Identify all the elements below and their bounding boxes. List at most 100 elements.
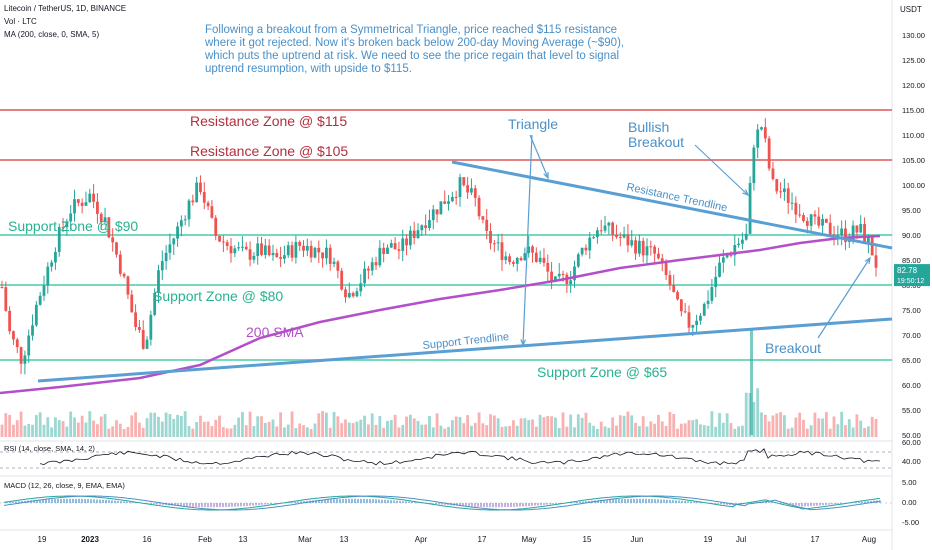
candle-body — [176, 226, 179, 239]
macd-histogram-bar — [81, 498, 83, 503]
volume-bar — [130, 415, 134, 437]
candle-body — [645, 246, 649, 256]
macd-histogram-bar — [864, 501, 866, 503]
candle-body — [851, 225, 855, 240]
macd-histogram-bar — [462, 503, 464, 507]
macd-histogram-bar — [618, 499, 620, 503]
macd-histogram-bar — [63, 498, 65, 503]
macd-histogram-bar — [198, 503, 200, 508]
candle-body — [489, 230, 492, 244]
candle-body — [588, 237, 592, 251]
volume-bar — [462, 423, 466, 437]
volume-bar — [8, 414, 12, 437]
macd-histogram-bar — [828, 503, 830, 505]
candle-body — [263, 245, 267, 255]
candle-body — [4, 287, 8, 311]
volume-bar — [431, 427, 435, 437]
macd-histogram-bar — [645, 498, 647, 503]
candle-body — [672, 285, 676, 293]
volume-bar — [84, 422, 88, 437]
macd-histogram-bar — [213, 503, 215, 508]
volume-bar — [164, 412, 168, 437]
candle-body — [84, 202, 88, 206]
candle-body — [496, 242, 500, 244]
macd-histogram-bar — [351, 498, 353, 503]
macd-histogram-bar — [681, 500, 683, 503]
macd-histogram-bar — [366, 498, 368, 503]
volume-bar — [366, 424, 370, 437]
macd-histogram-bar — [108, 500, 110, 503]
candle-body — [603, 225, 607, 231]
macd-histogram-bar — [378, 499, 380, 503]
volume-bar — [263, 422, 267, 437]
macd-histogram-bar — [726, 503, 728, 505]
macd-histogram-bar — [642, 498, 644, 503]
candle-body — [615, 234, 618, 237]
macd-histogram-bar — [687, 501, 689, 503]
volume-bar — [286, 424, 290, 437]
macd-histogram-bar — [333, 499, 335, 503]
price-badge — [894, 264, 930, 287]
candle-body — [202, 192, 206, 203]
volume-bar — [218, 415, 221, 437]
price-tick-label: 105.00 — [902, 156, 925, 165]
candle-body — [527, 246, 531, 254]
candle-body — [637, 240, 641, 254]
macd-histogram-bar — [117, 500, 119, 503]
macd-histogram-bar — [42, 499, 44, 503]
candle-body — [61, 227, 65, 229]
macd-histogram-bar — [189, 503, 191, 507]
macd-histogram-bar — [792, 503, 794, 506]
candle-body — [179, 220, 183, 227]
volume-bar — [676, 428, 679, 437]
volume-bar — [626, 411, 630, 437]
candle-body — [454, 196, 458, 198]
macd-histogram-bar — [210, 503, 212, 508]
candle-body — [653, 246, 657, 254]
triangle-arrow-lower-head — [520, 339, 527, 347]
volume-bar — [847, 419, 851, 437]
candle-body — [844, 228, 847, 243]
volume-bar — [202, 421, 206, 437]
macd-histogram-bar — [456, 503, 458, 506]
volume-bar — [508, 426, 512, 437]
macd-histogram-bar — [459, 503, 461, 507]
volume-bar — [557, 427, 561, 437]
volume-bar — [313, 423, 317, 437]
candle-body — [557, 273, 561, 277]
volume-bar — [321, 411, 324, 437]
time-axis-label: Jul — [736, 535, 746, 544]
volume-bar — [771, 415, 775, 437]
volume-bar — [779, 412, 782, 437]
volume-bar — [473, 422, 477, 437]
macd-histogram-bar — [357, 498, 359, 503]
candle-body — [328, 247, 332, 264]
macd-histogram-bar — [9, 502, 11, 503]
macd-histogram-bar — [234, 503, 236, 507]
candle-body — [870, 236, 874, 256]
macd-histogram-bar — [381, 499, 383, 503]
candle-body — [473, 188, 477, 198]
volume-bar — [660, 421, 664, 437]
candle-body — [34, 304, 38, 326]
volume-bar — [389, 420, 393, 437]
time-axis-label: Apr — [415, 535, 428, 544]
macd-histogram-bar — [474, 503, 476, 507]
macd-histogram-bar — [375, 499, 377, 503]
candle-body — [737, 243, 741, 246]
candle-body — [23, 355, 27, 364]
volume-bar — [443, 428, 447, 437]
candle-body — [412, 230, 416, 239]
candle-body — [233, 248, 237, 254]
macd-histogram-bar — [132, 502, 134, 503]
candle-body — [218, 235, 221, 242]
candle-body — [76, 199, 80, 203]
candle-body — [500, 242, 504, 260]
macd-histogram-bar — [657, 499, 659, 503]
candle-body — [65, 221, 69, 228]
time-axis-label: 2023 — [81, 535, 99, 544]
candle-body — [302, 245, 305, 251]
volume-bar — [741, 425, 744, 437]
volume-bar — [866, 426, 870, 437]
price-tick-label: 85.00 — [902, 256, 921, 265]
